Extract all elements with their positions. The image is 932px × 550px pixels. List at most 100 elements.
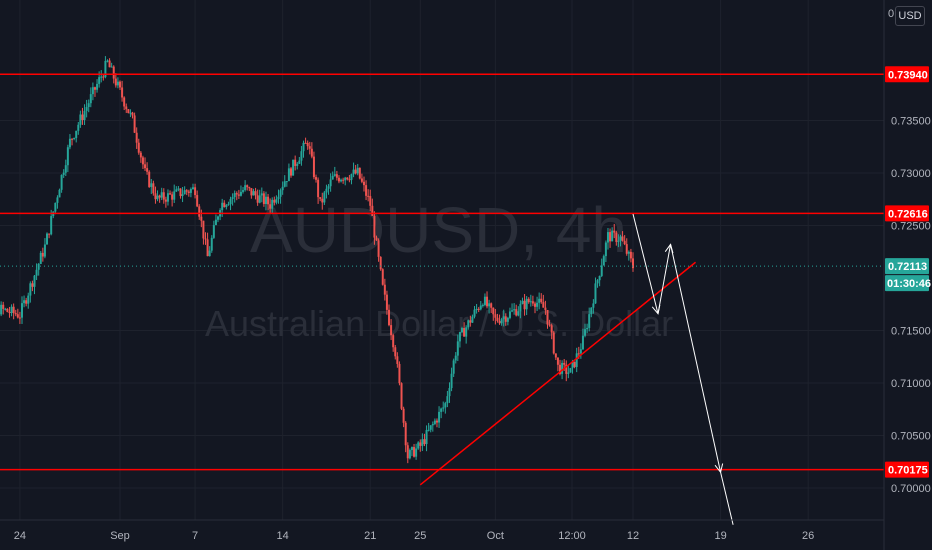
candle-body xyxy=(463,328,466,337)
arrow-down-2[interactable] xyxy=(670,244,722,473)
candle-body xyxy=(217,216,220,220)
arrow-down-2-head xyxy=(714,463,724,474)
candle-body xyxy=(160,192,163,198)
candle-body xyxy=(302,142,305,152)
candle-body xyxy=(337,177,340,182)
candle-body xyxy=(187,191,190,193)
countdown-badge: 01:30:46 xyxy=(887,278,931,290)
trendline[interactable] xyxy=(419,261,697,486)
price-tick-label: 0.71500 xyxy=(891,326,931,338)
candle-body xyxy=(629,251,632,259)
candle-body xyxy=(473,309,476,317)
candle-body xyxy=(62,172,65,175)
candle-body xyxy=(625,244,628,254)
candle-body xyxy=(169,193,172,195)
candle-body xyxy=(575,353,578,367)
candle-body xyxy=(627,251,630,254)
arrow-up[interactable] xyxy=(657,244,672,314)
price-tick-label: 0.73500 xyxy=(891,116,931,128)
candle-body xyxy=(465,327,468,337)
candle-body xyxy=(609,232,612,242)
candle-body xyxy=(108,60,111,68)
candle-body xyxy=(223,202,226,208)
candle-body xyxy=(135,132,138,143)
candle-body xyxy=(281,186,284,191)
candle-body xyxy=(166,193,169,202)
drawings[interactable] xyxy=(419,213,734,525)
candle-body xyxy=(421,439,424,446)
candle-body xyxy=(14,313,17,315)
candle-body xyxy=(162,192,165,200)
candle-body xyxy=(37,263,40,270)
candle-body xyxy=(154,193,157,200)
candle-body xyxy=(435,420,438,423)
candle-body xyxy=(127,109,130,114)
candle-body xyxy=(231,197,234,200)
candle-body xyxy=(546,310,549,325)
candle-body xyxy=(290,168,292,176)
candle-body xyxy=(27,295,30,304)
candle-body xyxy=(16,314,19,318)
candle-body xyxy=(164,199,167,202)
candle-body xyxy=(506,317,509,322)
candle-body xyxy=(296,163,299,166)
candle-body xyxy=(43,244,46,257)
candle-body xyxy=(210,237,213,251)
candle-body xyxy=(139,152,142,158)
candle-body xyxy=(39,252,42,264)
candle-body xyxy=(0,304,3,315)
time-tick-label: 25 xyxy=(414,530,426,542)
candle-body xyxy=(517,311,520,316)
candle-body xyxy=(335,174,338,178)
currency-button[interactable]: USD xyxy=(895,6,925,26)
candle-body xyxy=(383,284,386,295)
candle-body xyxy=(227,204,230,206)
candle-body xyxy=(554,353,557,358)
price-tick-label: 0.72500 xyxy=(891,221,931,233)
candle-body xyxy=(533,303,536,307)
candle-body xyxy=(356,167,359,174)
candle-body xyxy=(8,311,11,314)
candle-body xyxy=(6,308,9,312)
candle-body xyxy=(425,430,428,445)
candle-body xyxy=(479,305,482,310)
candle-body xyxy=(93,87,96,90)
time-tick-label: 7 xyxy=(192,530,198,542)
candle-body xyxy=(427,429,430,431)
time-axis[interactable]: 24 Sep 7 14 21 25 Oct 12:00 12 19 26 xyxy=(14,530,815,542)
arrow-down-3[interactable] xyxy=(720,472,734,525)
candle-body xyxy=(379,256,382,270)
candle-body xyxy=(110,66,113,68)
candle-body xyxy=(329,179,332,187)
candle-body xyxy=(446,396,449,404)
candle-body xyxy=(348,179,351,181)
candle-body xyxy=(548,324,551,326)
candle-body xyxy=(584,329,587,336)
candle-body xyxy=(333,174,336,176)
candle-body xyxy=(137,142,140,153)
candle-body xyxy=(454,355,457,361)
candle-body xyxy=(623,240,626,245)
candle-body xyxy=(392,335,395,348)
candle-body xyxy=(461,328,463,333)
candle-body xyxy=(423,439,426,445)
candle-body xyxy=(354,169,357,174)
price-axis[interactable]: 0.73500 0.73000 0.72500 0.71500 0.71000 0.705… xyxy=(891,116,931,496)
candle-body xyxy=(294,159,297,166)
candle-body xyxy=(133,115,136,133)
horizontal-levels[interactable] xyxy=(0,73,884,471)
candle-body xyxy=(396,356,399,364)
candle-body xyxy=(483,296,486,305)
arrow-down-1[interactable] xyxy=(632,213,659,314)
candle-body xyxy=(571,361,574,369)
candle-body xyxy=(102,76,105,78)
candle-body xyxy=(277,196,280,200)
time-tick-label: 26 xyxy=(802,530,814,542)
candle-body xyxy=(352,169,355,175)
candle-body xyxy=(58,189,61,198)
candle-body xyxy=(262,193,265,204)
candle-body xyxy=(317,179,320,198)
candle-body xyxy=(431,423,434,426)
candle-body xyxy=(577,353,580,355)
